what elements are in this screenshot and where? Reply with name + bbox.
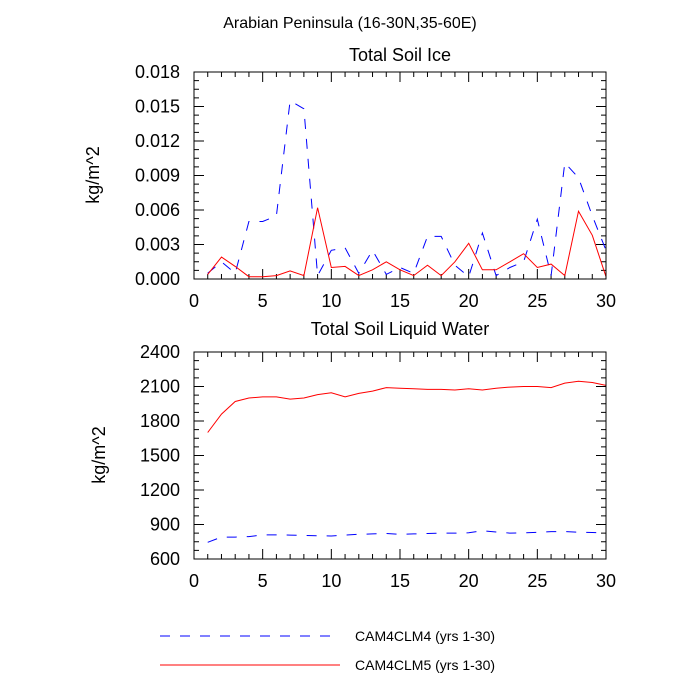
soil-ice-x-tick-label: 5 [258, 291, 268, 311]
soil-liquid-water-marks: 600 900 1200 1500 1800 2100 2400 0 5 10 15 20 25 30 [140, 342, 616, 591]
soil-liquid-water-y-tick-label: 1200 [140, 480, 180, 500]
soil-ice-y-tick-label: 0.018 [135, 62, 180, 82]
soil-liquid-water-ylabel: kg/m^2 [89, 426, 109, 483]
soil-ice-y-tick-label: 0.012 [135, 131, 180, 151]
soil-liquid-water-x-tick-label: 30 [596, 571, 616, 591]
soil-ice-x-tick-label: 25 [527, 291, 547, 311]
soil-liquid-water-x-tick-label: 20 [459, 571, 479, 591]
soil-liquid-water-y-tick-label: 1800 [140, 411, 180, 431]
legend: CAM4CLM4 (yrs 1-30) CAM4CLM5 (yrs 1-30) [160, 628, 495, 673]
soil-ice-plot-frame [193, 71, 607, 280]
soil-ice-series-cam4clm4-line [207, 99, 607, 278]
soil-ice-x-tick-label: 30 [596, 291, 616, 311]
soil-liquid-water-y-tick-label: 2100 [140, 377, 180, 397]
figure-title: Arabian Peninsula (16-30N,35-60E) [223, 15, 476, 32]
soil-liquid-water-y-tick-label: 2400 [140, 342, 180, 362]
soil-ice-panel: Total Soil Ice kg/m^2 0.0000.0030.0060.0… [83, 45, 616, 311]
soil-liquid-water-x-tick-label: 5 [258, 571, 268, 591]
soil-ice-y-tick-label: 0.003 [135, 235, 180, 255]
soil-ice-x-tick-label: 0 [189, 291, 199, 311]
soil-liquid-water-x-tick-label: 15 [390, 571, 410, 591]
soil-ice-ylabel: kg/m^2 [83, 146, 103, 203]
legend-label-cam4clm4: CAM4CLM4 (yrs 1-30) [355, 628, 495, 644]
soil-liquid-water-x-tick-label: 10 [321, 571, 341, 591]
soil-liquid-water-plot-frame [193, 351, 607, 560]
soil-ice-y-tick-label: 0.000 [135, 269, 180, 289]
soil-liquid-water-x-tick-label: 25 [527, 571, 547, 591]
soil-ice-y-tick-label: 0.015 [135, 97, 180, 117]
soil-ice-marks: 0.000 0.003 0.006 0.009 0.012 0.015 0.018 0 5 10 1… [135, 62, 616, 311]
soil-liquid-water-y-tick-label: 600 [150, 549, 180, 569]
legend-label-cam4clm5: CAM4CLM5 (yrs 1-30) [355, 657, 495, 673]
soil-ice-x-tick-label: 15 [390, 291, 410, 311]
soil-ice-title: Total Soil Ice [349, 45, 451, 65]
soil-ice-y-tick-label: 0.009 [135, 166, 180, 186]
soil-ice-series-cam4clm5-line [207, 207, 607, 278]
soil-liquid-water-panel: Total Soil Liquid Water kg/m^2 600 900 120… [89, 319, 616, 591]
soil-ice-x-tick-label: 10 [321, 291, 341, 311]
soil-ice-y-tick-label: 0.006 [135, 200, 180, 220]
soil-liquid-water-series-cam4clm4-line [207, 530, 607, 543]
soil-liquid-water-x-tick-label: 0 [189, 571, 199, 591]
soil-ice-x-tick-label: 20 [459, 291, 479, 311]
soil-liquid-water-y-tick-label: 1500 [140, 446, 180, 466]
soil-liquid-water-title: Total Soil Liquid Water [311, 319, 489, 339]
soil-liquid-water-series-cam4clm5-line [207, 380, 607, 433]
soil-liquid-water-y-tick-label: 900 [150, 515, 180, 535]
